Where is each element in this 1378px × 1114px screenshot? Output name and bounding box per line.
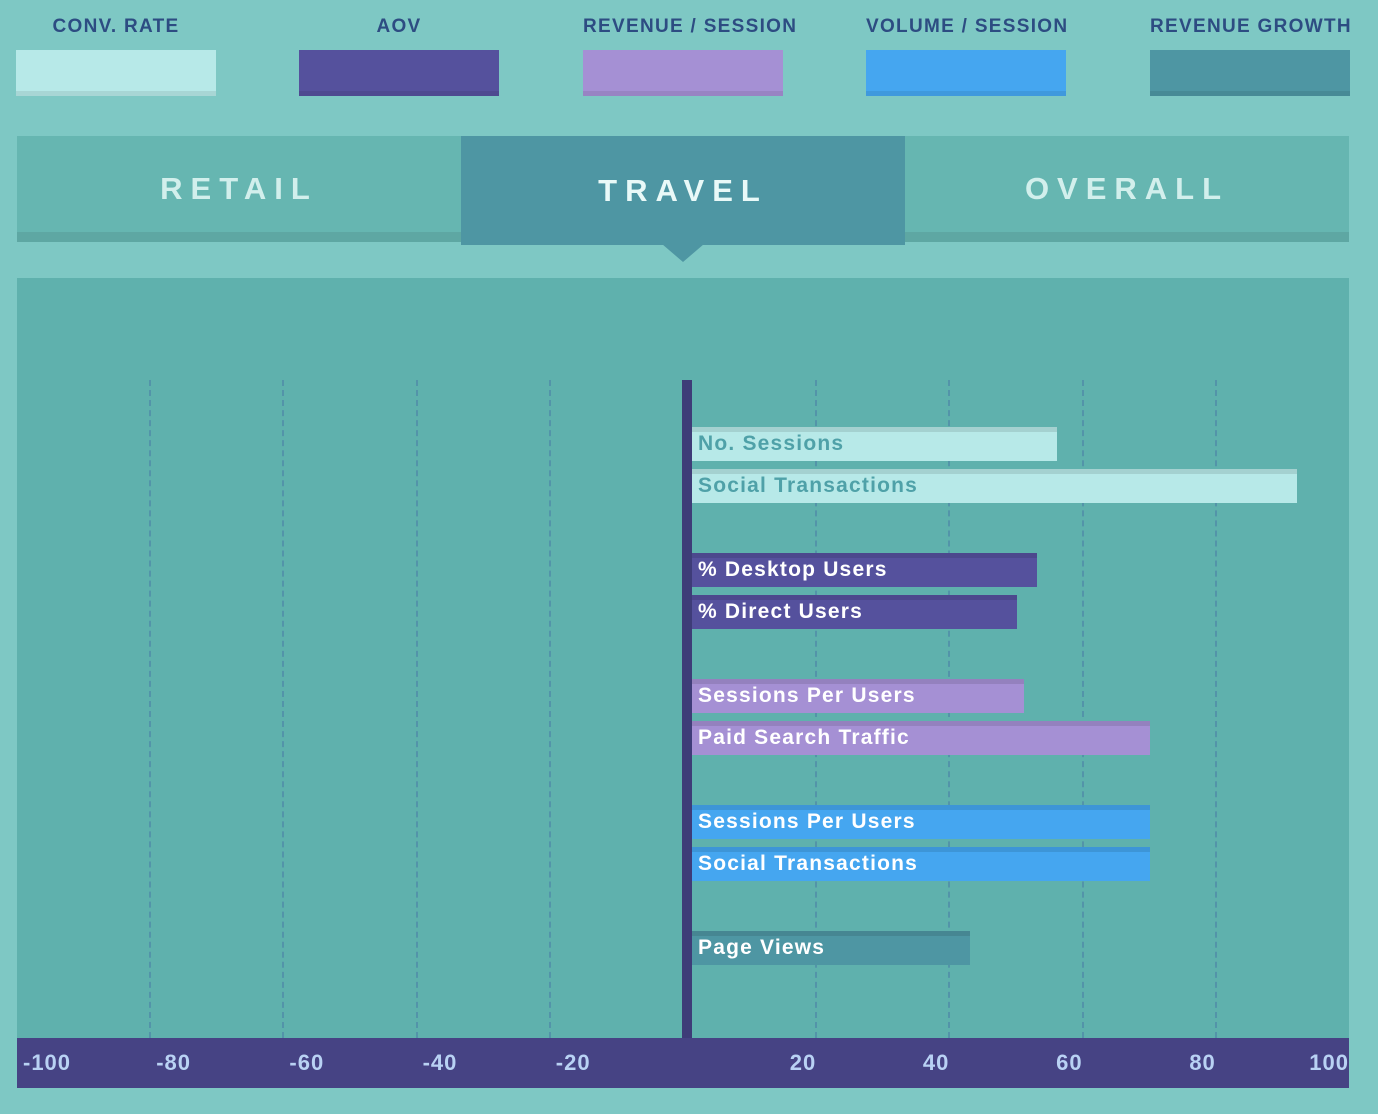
- axis-tick-label-40: 40: [922, 1050, 950, 1075]
- axis-tick-label--80: -80: [156, 1050, 191, 1075]
- bar-label: % Direct Users: [698, 600, 864, 623]
- gridline--80: [149, 380, 152, 1038]
- tab-overall[interactable]: OVERALL: [905, 136, 1349, 242]
- legend-item-volume-session[interactable]: VOLUME / SESSION: [866, 16, 1069, 96]
- bar-label: Page Views: [698, 936, 826, 959]
- gridline--40: [415, 380, 418, 1038]
- active-tab-pointer: [662, 244, 704, 262]
- bar-label: Sessions Per Users: [698, 684, 916, 707]
- bar-page-views[interactable]: Page Views: [684, 931, 971, 965]
- axis-tick-label-100: 100: [1309, 1050, 1349, 1075]
- axis-tick-label--40: -40: [422, 1050, 458, 1075]
- bar-chart-plot-area: No. Sessions Social Transactions % Desktop…: [17, 278, 1349, 1038]
- axis-tick-label-60: 60: [1056, 1050, 1083, 1075]
- legend-swatch-volume-session: [866, 50, 1066, 96]
- legend-item-label: CONV. RATE: [52, 16, 180, 37]
- legend-item-aov[interactable]: AOV: [299, 16, 499, 96]
- tab-label: OVERALL: [1024, 171, 1230, 206]
- axis-tick-label--100: -100: [23, 1050, 72, 1075]
- bar-label: No. Sessions: [698, 432, 845, 455]
- legend-swatch-conv-rate: [16, 50, 216, 96]
- gridline--60: [282, 380, 285, 1038]
- axis-tick-label-20: 20: [789, 1050, 817, 1075]
- legend-item-revenue-session[interactable]: REVENUE / SESSION: [583, 16, 798, 96]
- axis-tick-label--20: -20: [555, 1050, 591, 1075]
- bar-paid-search-traffic[interactable]: Paid Search Traffic: [684, 721, 1151, 755]
- legend-item-label: REVENUE GROWTH: [1150, 16, 1352, 37]
- axis-tick-label-80: 80: [1189, 1050, 1216, 1075]
- legend-item-label: AOV: [376, 16, 422, 37]
- bar-direct-users[interactable]: % Direct Users: [684, 595, 1017, 629]
- bar-label: % Desktop Users: [698, 558, 888, 581]
- gridline--20: [548, 380, 551, 1038]
- bar-desktop-users[interactable]: % Desktop Users: [684, 553, 1037, 587]
- legend-item-conv-rate[interactable]: CONV. RATE: [16, 16, 216, 96]
- bar-social-transactions[interactable]: Social Transactions: [684, 469, 1297, 503]
- bar-no-sessions[interactable]: No. Sessions: [684, 427, 1057, 461]
- tab-travel[interactable]: TRAVEL: [461, 136, 905, 262]
- legend-swatch-revenue-growth: [1150, 50, 1350, 96]
- bar-sessions-per-users[interactable]: Sessions Per Users: [684, 805, 1151, 839]
- legend-swatch-aov: [299, 50, 499, 96]
- bar-sessions-per-users[interactable]: Sessions Per Users: [684, 679, 1024, 713]
- tab-label: TRAVEL: [598, 172, 768, 208]
- axis-tick-label--60: -60: [289, 1050, 325, 1075]
- legend-item-label: VOLUME / SESSION: [866, 16, 1069, 37]
- x-axis: -100 -80 -60 -40 -20 20 40 60 80 100: [17, 1038, 1349, 1088]
- bar-label: Sessions Per Users: [698, 810, 916, 833]
- bar-label: Social Transactions: [698, 474, 919, 497]
- tab-retail[interactable]: RETAIL: [17, 136, 461, 242]
- legend-item-label: REVENUE / SESSION: [583, 16, 798, 37]
- bar-social-transactions[interactable]: Social Transactions: [684, 847, 1151, 881]
- gridline-60: [1081, 380, 1084, 1038]
- bar-label: Social Transactions: [698, 852, 919, 875]
- tab-label: RETAIL: [160, 171, 318, 206]
- zero-axis-line: [682, 380, 692, 1038]
- bar-label: Paid Search Traffic: [698, 726, 910, 749]
- legend-item-revenue-growth[interactable]: REVENUE GROWTH: [1150, 16, 1352, 96]
- gridline-80: [1214, 380, 1217, 1038]
- legend-swatch-revenue-session: [583, 50, 783, 96]
